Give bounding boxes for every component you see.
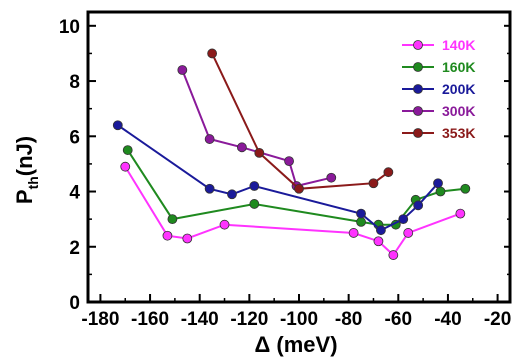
legend-marker-140k	[413, 40, 423, 50]
legend-marker-353k	[413, 128, 423, 138]
y-tick-label: 0	[69, 293, 80, 314]
legend-marker-200k	[413, 84, 423, 94]
y-axis-title: Pth(nJ)	[12, 136, 41, 204]
legend-label-140k: 140K	[442, 37, 475, 53]
data-point-200k	[376, 225, 386, 236]
data-point-160k	[249, 199, 260, 209]
data-point-140k	[403, 228, 414, 238]
series-line-353k	[211, 52, 389, 190]
data-point-353k	[207, 48, 218, 59]
y-axis-ticks: 0 2 4 6 8 10	[59, 17, 510, 314]
y-tick-label: 4	[69, 183, 80, 204]
legend-label-160k: 160K	[442, 59, 475, 75]
x-axis-ticks: -180 -160 -140 -120 -100 -80 -60 -40 -20	[81, 294, 511, 330]
data-point-200k	[398, 214, 409, 225]
series-layer	[112, 48, 471, 260]
series-line-300k	[181, 69, 332, 188]
data-point-353k	[368, 178, 379, 189]
data-point-200k	[433, 178, 443, 189]
data-point-160k	[122, 145, 133, 155]
series-200k	[112, 120, 443, 236]
x-tick-label: -40	[434, 309, 461, 330]
data-point-353k	[294, 183, 304, 194]
x-tick-label: -140	[181, 309, 219, 330]
data-point-140k	[219, 219, 230, 230]
x-tick-label: -60	[385, 309, 412, 330]
series-line-200k	[117, 124, 439, 232]
data-point-140k	[455, 208, 466, 219]
legend-marker-300k	[413, 106, 423, 116]
y-axis-title-sub: th	[25, 176, 41, 189]
data-point-140k	[120, 161, 131, 172]
legend-label-300k: 300K	[442, 103, 475, 119]
data-point-160k	[167, 214, 178, 225]
x-tick-label: -100	[280, 309, 318, 330]
data-point-200k	[204, 183, 215, 194]
legend-label-353k: 353K	[442, 125, 475, 141]
x-tick-label: -120	[230, 309, 268, 330]
y-tick-label: 2	[69, 238, 80, 259]
y-tick-label: 10	[59, 17, 80, 38]
y-axis-title-unit: (nJ)	[12, 136, 37, 176]
legend: 140K 160K 200K 300K 353K	[402, 37, 475, 141]
y-axis-title-main: P	[12, 189, 37, 204]
legend-marker-160k	[413, 62, 423, 72]
x-tick-label: -160	[131, 309, 169, 330]
data-point-353k	[383, 167, 394, 178]
data-point-140k	[373, 236, 384, 247]
data-point-200k	[227, 189, 237, 200]
data-point-300k	[177, 65, 188, 75]
x-axis-title: Δ (meV)	[254, 332, 337, 357]
data-point-200k	[112, 120, 123, 131]
data-point-200k	[413, 200, 424, 211]
data-point-300k	[204, 134, 215, 144]
data-point-300k	[237, 142, 247, 153]
data-point-140k	[348, 228, 359, 238]
x-tick-label: -180	[81, 309, 119, 330]
data-point-300k	[284, 156, 294, 167]
data-point-140k	[388, 250, 399, 260]
series-353k	[207, 48, 394, 194]
plot-frame	[86, 10, 512, 304]
data-point-140k	[162, 230, 173, 241]
data-point-353k	[254, 147, 265, 158]
y-tick-label: 6	[69, 127, 80, 148]
x-tick-label: -20	[484, 309, 511, 330]
data-point-160k	[435, 186, 446, 197]
legend-label-200k: 200K	[442, 81, 475, 97]
data-point-200k	[249, 181, 260, 191]
series-140k	[120, 161, 466, 260]
y-tick-label: 8	[69, 72, 80, 93]
data-point-160k	[356, 217, 366, 227]
series-300k	[177, 65, 337, 191]
data-point-200k	[356, 208, 366, 219]
data-point-160k	[460, 183, 471, 194]
data-point-140k	[182, 233, 193, 244]
x-tick-label: -80	[335, 309, 362, 330]
data-point-300k	[326, 172, 337, 183]
